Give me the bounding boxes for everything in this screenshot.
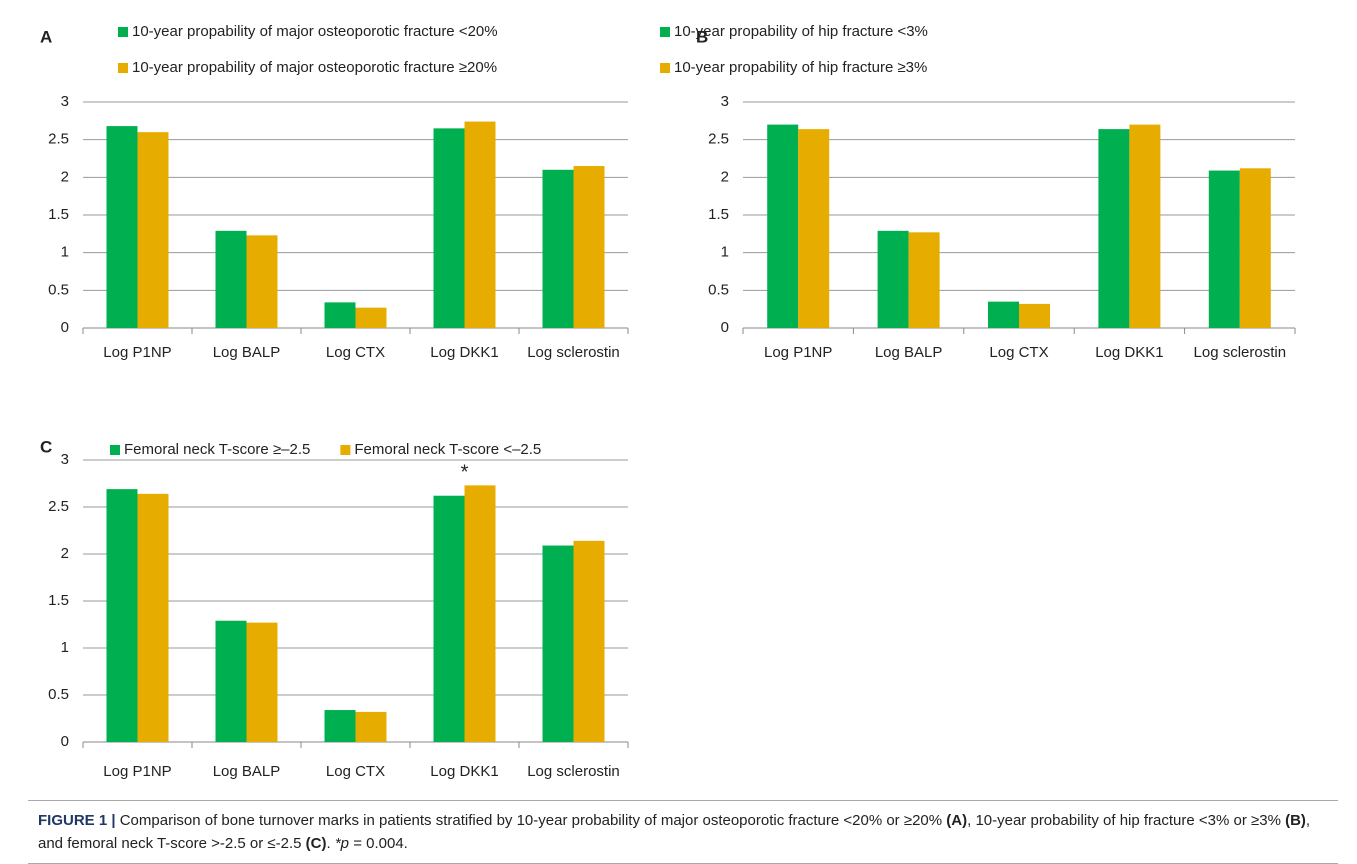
bar — [988, 301, 1019, 328]
bar — [433, 495, 465, 742]
x-tick-label: Log DKK1 — [1095, 344, 1163, 361]
legend-label: Femoral neck T-score <–2.5 — [354, 441, 541, 458]
bar — [215, 620, 247, 742]
bar — [573, 540, 605, 742]
caption-text: , and femoral neck T-score >-2.5 or ≤-2.… — [38, 812, 1311, 852]
y-tick-label: 0 — [61, 319, 69, 336]
legend-swatch — [660, 63, 670, 73]
x-tick-label: Log CTX — [989, 344, 1048, 361]
y-tick-label: 3 — [61, 451, 69, 468]
x-tick-label: Log P1NP — [764, 344, 832, 361]
y-tick-label: 2 — [61, 545, 69, 562]
x-tick-label: Log BALP — [213, 344, 281, 361]
legend-swatch — [660, 27, 670, 37]
bar — [106, 489, 138, 742]
charts: A 0 0.5 1 1.5 2 2.5 3 Log P1NP Log BALP Log CTX Log… — [40, 23, 1296, 780]
bar — [324, 302, 356, 328]
y-tick-label: 2.5 — [708, 131, 729, 148]
x-tick-label: Log sclerostin — [527, 344, 620, 361]
y-tick-label: 2.5 — [48, 131, 69, 148]
bar — [433, 128, 465, 328]
x-tick-label: Log P1NP — [103, 763, 171, 780]
bar — [542, 169, 574, 328]
x-tick-label: Log CTX — [326, 763, 385, 780]
x-tick-label: Log sclerostin — [1194, 344, 1287, 361]
y-tick-label: 3 — [61, 93, 69, 110]
y-tick-label: 1.5 — [48, 592, 69, 609]
legend-label: 10-year propability of major osteoporoti… — [132, 23, 498, 40]
bar — [106, 126, 138, 329]
legend-swatch — [110, 445, 120, 455]
bar — [1129, 124, 1161, 328]
y-tick-label: 1.5 — [48, 206, 69, 223]
legend-label: 10-year propability of hip fracture <3% — [674, 23, 928, 40]
bar — [464, 485, 496, 742]
caption-ref: (A) — [946, 812, 968, 829]
caption-text: , 10-year probability of hip fracture <3… — [967, 812, 1281, 829]
y-tick-label: 3 — [721, 93, 729, 110]
bar — [1019, 303, 1050, 328]
y-tick-label: 0 — [721, 319, 729, 336]
bar — [767, 124, 799, 328]
y-tick-label: 0.5 — [48, 686, 69, 703]
y-tick-label: 1 — [721, 244, 729, 261]
bar — [877, 230, 909, 328]
bar — [1239, 168, 1271, 328]
bar — [324, 710, 356, 742]
bar — [215, 230, 247, 328]
bar — [246, 622, 278, 742]
legend-label: 10-year propability of hip fracture ≥3% — [674, 59, 927, 76]
bar — [355, 307, 387, 328]
y-tick-label: 1.5 — [708, 206, 729, 223]
caption-text: Comparison of bone turnover marks in pat… — [119, 812, 943, 829]
panel-label: A — [40, 27, 52, 46]
bar — [137, 493, 169, 742]
panel-label: C — [40, 437, 52, 456]
bar — [573, 166, 605, 328]
legend-label: 10-year propability of major osteoporoti… — [132, 59, 497, 76]
y-tick-label: 2.5 — [48, 498, 69, 515]
y-tick-label: 0.5 — [708, 281, 729, 298]
bar — [1208, 170, 1240, 328]
bar — [542, 545, 574, 742]
x-tick-label: Log P1NP — [103, 344, 171, 361]
bar — [908, 232, 940, 328]
bar — [246, 235, 278, 328]
caption: FIGURE 1 | Comparison of bone turnover m… — [28, 800, 1338, 864]
x-tick-label: Log BALP — [875, 344, 943, 361]
caption-label: FIGURE 1 | — [38, 812, 116, 829]
bar — [137, 132, 169, 328]
panel-label: B — [696, 27, 708, 46]
y-tick-label: 0 — [61, 733, 69, 750]
y-tick-label: 1 — [61, 639, 69, 656]
y-tick-label: 1 — [61, 244, 69, 261]
caption-text: . — [326, 835, 331, 852]
legend-label: Femoral neck T-score ≥–2.5 — [124, 441, 310, 458]
x-tick-label: Log CTX — [326, 344, 385, 361]
caption-note: *p — [334, 835, 350, 852]
x-tick-label: Log BALP — [213, 763, 281, 780]
caption-ref: (B) — [1285, 812, 1306, 829]
y-tick-label: 2 — [721, 168, 729, 185]
legend-swatch — [118, 63, 128, 73]
caption-ref: (C) — [305, 835, 327, 852]
bar — [798, 129, 830, 328]
x-tick-label: Log sclerostin — [527, 763, 620, 780]
legend-swatch — [340, 445, 351, 455]
y-tick-label: 0.5 — [48, 281, 69, 298]
y-tick-label: 2 — [61, 168, 69, 185]
bar — [464, 121, 496, 328]
bar — [355, 711, 387, 742]
annotation: * — [461, 462, 469, 484]
caption-text: = 0.004. — [353, 835, 408, 852]
x-tick-label: Log DKK1 — [430, 344, 498, 361]
legend-swatch — [118, 27, 128, 37]
bar — [1098, 129, 1130, 328]
x-tick-label: Log DKK1 — [430, 763, 498, 780]
